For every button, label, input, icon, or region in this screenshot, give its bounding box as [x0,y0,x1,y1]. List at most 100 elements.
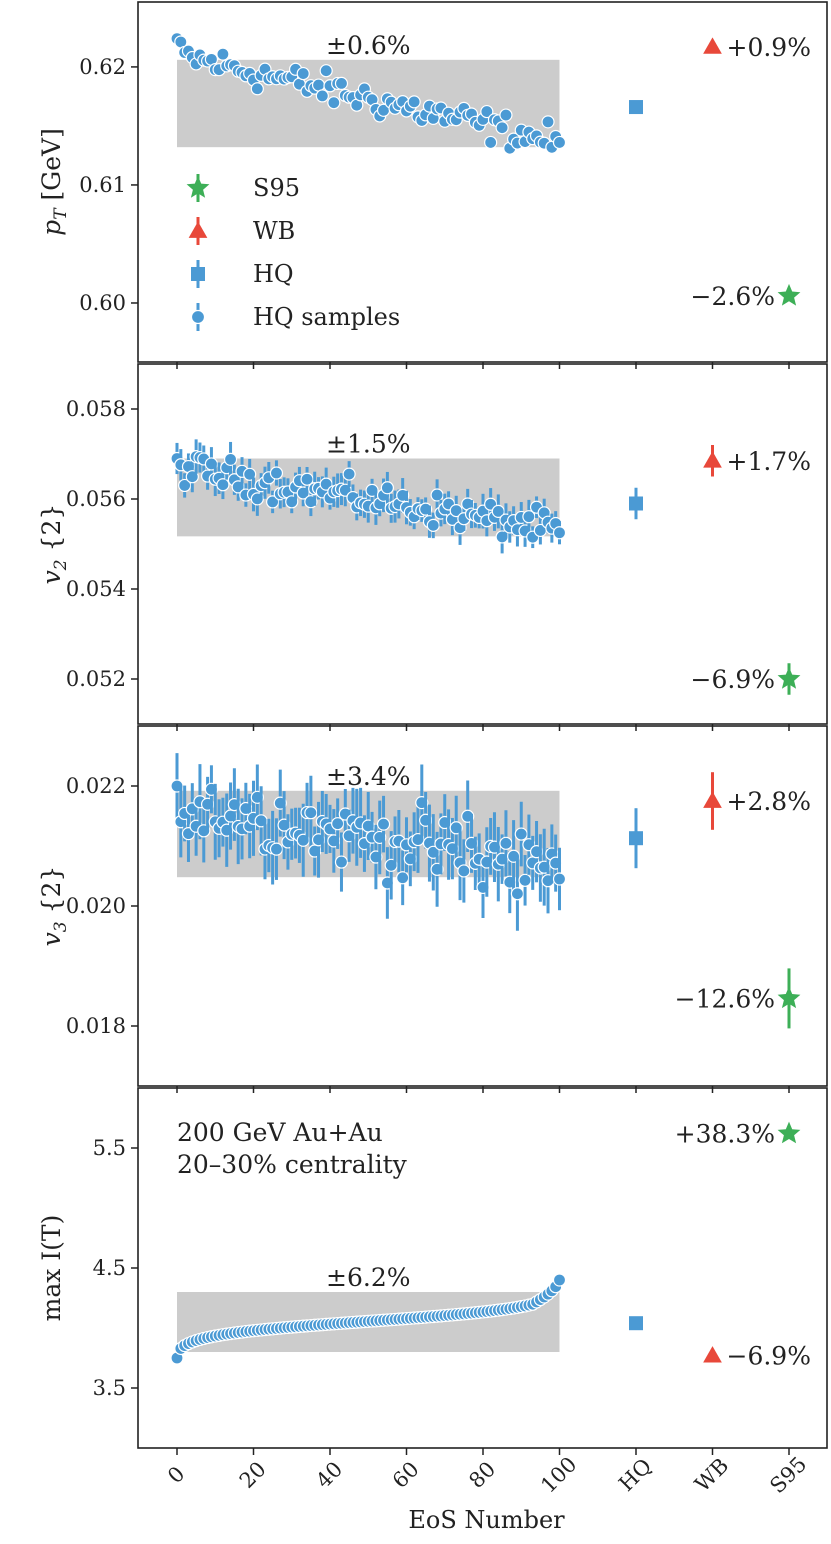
pt-ytick-label: 0.60 [79,291,126,315]
pt-sample-point [407,95,421,109]
maxI-hq-point [629,1316,643,1331]
pt-sample-point [334,76,349,90]
v3-s95-label: −12.6% [675,984,775,1013]
pt-sample-point [216,47,230,61]
pt-sample-point [552,135,567,150]
v2-sample-point [269,466,284,480]
maxI-ytick-label: 5.5 [93,1136,126,1160]
v3-wb-point [703,791,722,808]
panel-v3: ±3.4% +2.8% −12.6% 0.018 0.020 0.022 v3 {2… [37,753,811,1038]
v2-sample-point [243,467,257,481]
pt-band-label: ±0.6% [326,31,410,60]
x-tick-label: 60 [388,1457,424,1493]
x-axis-label: EoS Number [408,1506,565,1534]
panel-max-interaction-measure: ±6.2% −6.9% +38.3% 200 GeV Au+Au 20–30% … [37,1118,811,1400]
v3-sample-point [457,864,471,878]
legend-label-hq-samples: HQ samples [253,303,400,331]
pt-s95-point [777,283,801,306]
x-tick-label: 20 [235,1457,271,1493]
v3-sample-point [510,887,525,901]
v2-ytick-label: 0.056 [66,487,126,511]
maxI-band-label: ±6.2% [326,1263,410,1292]
maxI-s95-point [777,1121,801,1144]
maxI-sample-point [552,1273,567,1287]
v3-sample-point [552,872,567,886]
v2-band-label: ±1.5% [326,430,410,459]
x-tick-label: 40 [311,1457,347,1493]
v2-hq-point [629,496,643,511]
v3-ytick-label: 0.018 [66,1014,126,1038]
maxI-ytick-label: 4.5 [93,1256,126,1280]
v3-y-axis-label: v3 {2} [37,866,71,947]
pt-wb-point [703,37,722,54]
v2-sample-point [216,478,230,492]
v3-sample-point [304,806,318,820]
pt-sample-point [541,115,555,129]
v3-hq-point [629,831,643,846]
legend-s95-star [186,176,210,198]
v2-sample-point [522,510,536,524]
centrality-annotation: 20–30% centrality [177,1150,408,1179]
panel-v2: ±1.5% +1.7% −6.9% 0.052 0.054 0.056 0.058 v… [37,397,811,695]
pt-sample-point [315,89,329,103]
v2-ytick-label: 0.058 [66,397,126,421]
pt-wb-label: +0.9% [727,33,811,62]
v2-sample-point [552,526,567,540]
x-tick-label: HQ [614,1454,656,1496]
pt-sample-point [327,96,341,110]
maxI-ytick-label: 3.5 [93,1376,126,1400]
pt-sample-point [319,64,333,78]
v2-sample-point [300,472,314,486]
v2-sample-point [491,504,505,518]
v3-sample-point [499,836,513,850]
v2-s95-label: −6.9% [691,665,775,694]
pt-sample-point [495,121,509,135]
v3-wb-label: +2.8% [727,787,811,816]
v2-sample-point [380,481,394,495]
v2-sample-point [426,518,440,532]
v2-ytick-label: 0.054 [66,577,126,601]
legend-wb-marker [188,217,208,245]
v2-ytick-label: 0.052 [66,667,126,691]
maxI-wb-label: −6.9% [727,1342,811,1371]
v2-sample-point [430,488,444,502]
pt-s95-label: −2.6% [691,282,775,311]
x-tick-label: 0 [163,1462,189,1488]
pt-ytick-label: 0.61 [79,173,126,197]
x-tick-label: 80 [464,1457,500,1493]
v2-s95-point [777,667,801,689]
v2-sample-point [342,467,356,481]
pt-sample-series [170,31,567,155]
v3-s95-point [777,986,801,1009]
pt-sample-point [499,108,513,122]
v2-sample-point [178,478,192,493]
v3-sample-point [331,817,345,831]
legend-s95-marker [186,174,210,202]
v3-sample-point [514,827,528,841]
v3-ytick-label: 0.022 [66,774,126,798]
legend-hq-square [191,267,205,281]
v3-sample-point [376,817,391,831]
legend-label-wb: WB [253,217,295,245]
v3-sample-point [518,873,532,887]
legend-hq-samples-marker [190,303,206,331]
legend-wb-triangle [188,221,208,238]
legend-label-hq: HQ [253,260,294,288]
collision-system-annotation: 200 GeV Au+Au [177,1118,383,1147]
legend: S95 WB HQ HQ samples [186,174,400,331]
v3-sample-point [396,871,410,885]
pt-ytick-label: 0.62 [79,55,126,79]
maxI-wb-point [703,1346,722,1363]
maxI-y-axis-label: max I(T) [37,1215,66,1322]
v3-ytick-label: 0.020 [66,894,126,918]
maxI-s95-label: +38.3% [675,1120,775,1149]
v2-wb-label: +1.7% [727,447,811,476]
v2-wb-point [703,451,722,468]
v2-sample-series [170,439,567,554]
pt-sample-point [480,104,494,119]
x-tick-label: WB [690,1453,733,1496]
pt-sample-point [250,82,264,96]
v3-band-label: ±3.4% [326,762,410,791]
pt-hq-point [629,100,643,115]
v2-y-axis-label: v2 {2} [37,504,71,585]
